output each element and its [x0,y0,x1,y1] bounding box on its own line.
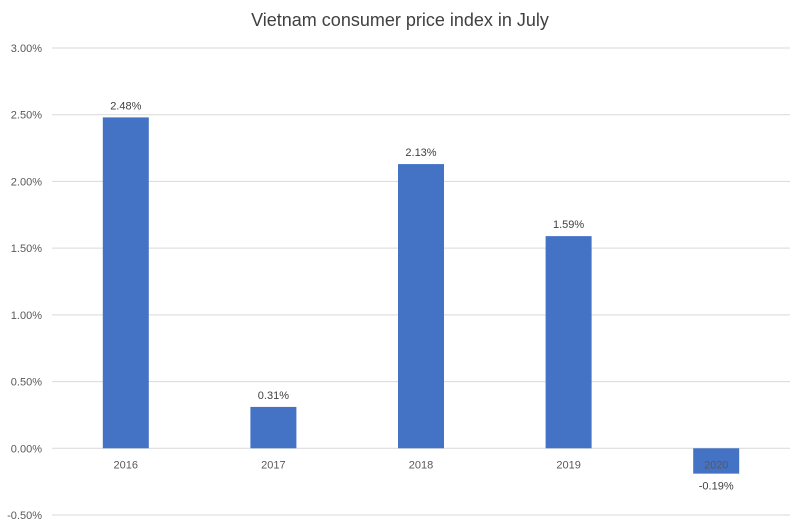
data-label-2019: 1.59% [553,219,584,231]
y-tick-label: 2.50% [11,110,42,122]
y-tick-label: 2.00% [11,176,42,188]
y-tick-label: 3.00% [11,43,42,55]
y-tick-label: 1.50% [11,243,42,255]
bar-2018 [398,164,444,449]
bar-2017 [250,406,297,449]
bar-2016 [102,117,149,449]
y-tick-label: 0.50% [11,377,42,389]
y-tick-label: -0.50% [7,510,42,522]
data-label-2016: 2.48% [110,100,141,112]
y-tick-label: 1.00% [11,310,42,322]
x-tick-label-2017: 2017 [261,459,285,471]
x-tick-label-2018: 2018 [409,459,433,471]
data-label-2017: 0.31% [258,390,289,402]
x-tick-label-2020: 2020 [704,459,728,471]
y-tick-label: 0.00% [11,443,42,455]
x-tick-label-2016: 2016 [114,459,138,471]
data-label-2020: -0.19% [699,481,734,493]
data-label-2018: 2.13% [405,147,436,159]
x-tick-label-2019: 2019 [556,459,580,471]
bar-2019 [545,236,592,449]
chart-title: Vietnam consumer price index in July [251,10,549,30]
bar-2020 [693,448,740,474]
